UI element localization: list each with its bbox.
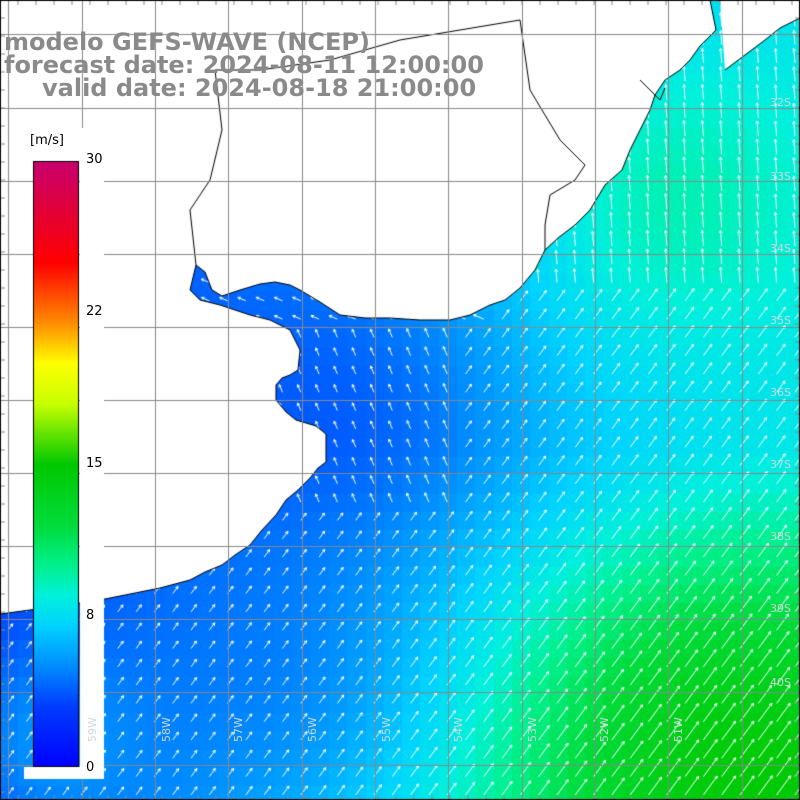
lon-label: 58W [160, 717, 173, 742]
lon-label: 59W [86, 717, 99, 742]
lat-label: 34S [770, 242, 791, 255]
colorbar-unit: [m/s] [30, 133, 64, 148]
colorbar-tick-8: 8 [86, 608, 95, 623]
lon-label: 56W [306, 717, 319, 742]
lon-label: 53W [526, 717, 539, 742]
lat-label: 39S [770, 602, 791, 615]
model-title: modelo GEFS-WAVE (NCEP) [4, 28, 370, 56]
valid-date: valid date: 2024-08-18 21:00:00 [42, 74, 477, 102]
forecast-date: forecast date: 2024-08-11 12:00:00 [4, 51, 484, 79]
colorbar-tick-22: 22 [86, 304, 103, 319]
lat-label: 33S [770, 170, 791, 183]
lat-label: 37S [770, 458, 791, 471]
colorbar-tick-0: 0 [86, 760, 95, 775]
lon-label: 55W [380, 717, 393, 742]
colorbar-tick-15: 15 [86, 456, 103, 471]
lat-label: 36S [770, 386, 791, 399]
lon-label: 54W [452, 717, 465, 742]
lat-label: 32S [770, 96, 791, 109]
lon-label: 52W [598, 717, 611, 742]
lat-label: 38S [770, 530, 791, 543]
lat-label: 40S [770, 676, 791, 689]
lon-label: 57W [232, 717, 245, 742]
lon-label: 51W [672, 717, 685, 742]
lat-label: 35S [770, 314, 791, 327]
colorbar-tick-30: 30 [86, 152, 103, 167]
